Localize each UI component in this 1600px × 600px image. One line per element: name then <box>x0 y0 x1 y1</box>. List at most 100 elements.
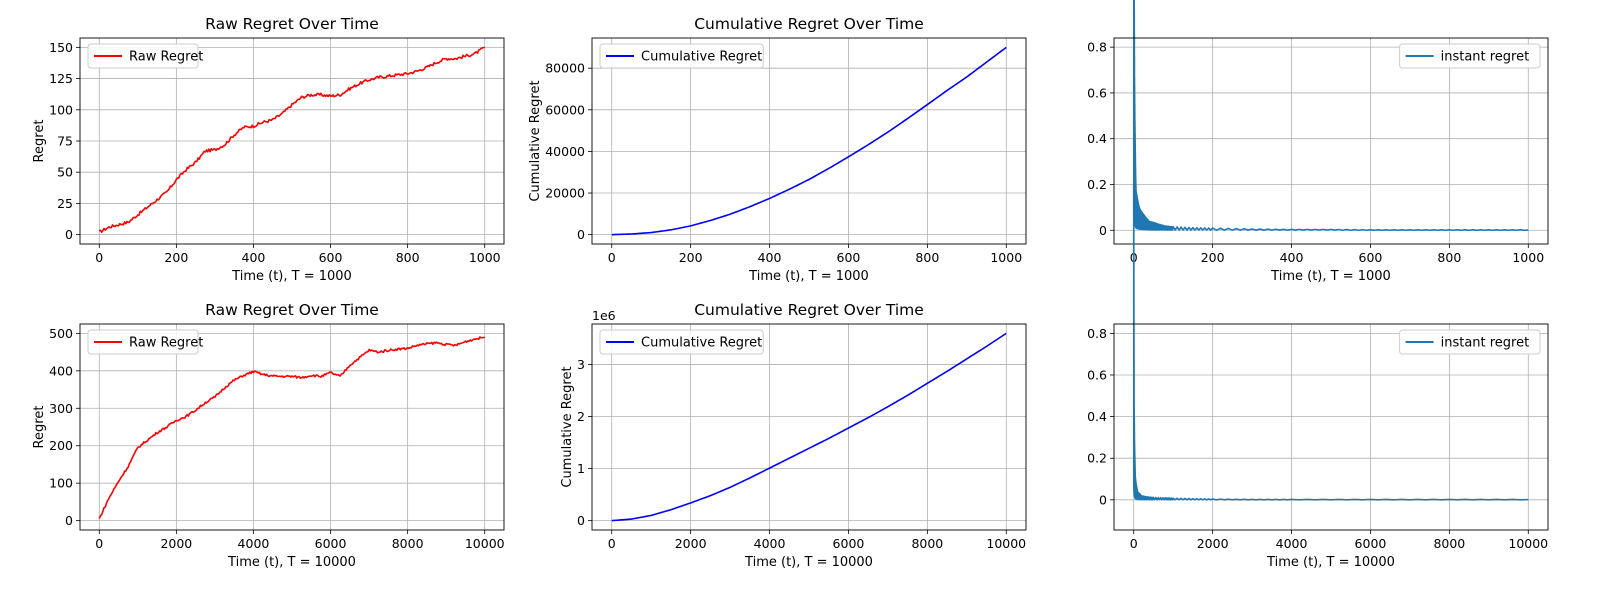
y-tick-label: 20000 <box>545 186 585 201</box>
legend-label: Raw Regret <box>129 336 203 351</box>
x-tick-label: 4000 <box>238 536 270 551</box>
legend-label: Cumulative Regret <box>641 50 762 65</box>
series-line-cumulative-regret <box>611 46 1007 236</box>
x-tick-label: 0 <box>608 536 616 551</box>
y-tick-label: 400 <box>49 363 73 378</box>
x-axis-label: Time (t), T = 10000 <box>227 555 356 570</box>
y-tick-label: 50 <box>57 165 73 180</box>
y-axis-label: Regret <box>32 406 47 449</box>
x-tick-label: 6000 <box>833 536 865 551</box>
x-tick-label: 600 <box>319 250 343 265</box>
x-tick-label: 0 <box>608 250 616 265</box>
x-tick-label: 400 <box>758 250 782 265</box>
x-tick-label: 4000 <box>754 536 786 551</box>
x-tick-label: 10000 <box>1508 536 1548 551</box>
series-line-instant-regret <box>1132 183 1529 501</box>
y-tick-label: 0.4 <box>1087 409 1107 424</box>
subplot-1: 0 200 400 600 800 1000 0 25 50 75 100 125 150 Raw Reg… <box>32 15 505 284</box>
y-tick-label: 0 <box>65 227 73 242</box>
y-tick-label: 200 <box>49 438 73 453</box>
chart-title: Cumulative Regret Over Time <box>694 15 924 33</box>
axes-frame <box>591 37 1027 245</box>
x-tick-label: 800 <box>396 250 420 265</box>
legend-box <box>1399 43 1541 69</box>
x-tick-label: 0 <box>95 250 103 265</box>
legend-box <box>87 329 199 355</box>
y-tick-label: 100 <box>49 102 73 117</box>
series-line-raw-regret <box>98 336 485 519</box>
y-tick-label: 75 <box>57 134 73 149</box>
legend-label: instant regret <box>1441 336 1530 351</box>
y-tick-label: 2 <box>577 409 585 424</box>
x-axis-label: Time (t), T = 1000 <box>1270 269 1391 284</box>
x-tick-label: 200 <box>679 250 703 265</box>
x-tick-label: 0 <box>95 536 103 551</box>
y-tick-label: 0 <box>1099 223 1107 238</box>
series-line-instant-regret <box>1132 0 1529 232</box>
x-tick-label: 800 <box>915 250 939 265</box>
y-tick-label: 150 <box>49 40 73 55</box>
y-tick-label: 125 <box>49 71 73 86</box>
y-tick-label: 0.8 <box>1087 326 1107 341</box>
y-tick-label: 0 <box>65 513 73 528</box>
axes-frame <box>591 323 1027 531</box>
y-tick-label: 60000 <box>545 102 585 117</box>
y-axis-label: Regret <box>32 120 47 163</box>
x-tick-label: 1000 <box>990 250 1022 265</box>
y-tick-label: 40000 <box>545 144 585 159</box>
x-tick-label: 2000 <box>160 536 192 551</box>
legend-box <box>599 43 764 69</box>
x-tick-label: 10000 <box>986 536 1026 551</box>
y-axis-exponent: 1e6 <box>592 308 616 323</box>
x-tick-label: 0 <box>1130 536 1138 551</box>
legend-label: Raw Regret <box>129 50 203 65</box>
x-tick-label: 2000 <box>1197 536 1229 551</box>
series-line-raw-regret <box>98 46 485 233</box>
chart-title: Raw Regret Over Time <box>205 301 379 319</box>
x-tick-label: 8000 <box>392 536 424 551</box>
x-tick-label: 600 <box>837 250 861 265</box>
y-tick-label: 0.6 <box>1087 367 1107 382</box>
x-tick-label: 400 <box>1280 250 1304 265</box>
x-tick-label: 1000 <box>469 250 501 265</box>
x-tick-label: 6000 <box>315 536 347 551</box>
x-tick-label: 800 <box>1437 250 1461 265</box>
x-tick-label: 2000 <box>675 536 707 551</box>
subplot-4: 0 2000 4000 6000 8000 10000 0 100 200 300 400 500 Ra… <box>32 301 505 570</box>
x-tick-label: 1000 <box>1512 250 1544 265</box>
x-tick-label: 600 <box>1359 250 1383 265</box>
y-tick-label: 25 <box>57 196 73 211</box>
y-tick-label: 0.6 <box>1087 85 1107 100</box>
y-tick-label: 0.4 <box>1087 131 1107 146</box>
legend-box <box>599 329 764 355</box>
x-axis-label: Time (t), T = 1000 <box>748 269 869 284</box>
x-axis-label: Time (t), T = 10000 <box>1266 555 1395 570</box>
legend-box <box>87 43 199 69</box>
y-tick-label: 0 <box>577 513 585 528</box>
axes-frame <box>1113 37 1549 245</box>
x-tick-label: 10000 <box>465 536 505 551</box>
y-axis-label: Cumulative Regret <box>560 366 575 487</box>
x-axis-label: Time (t), T = 1000 <box>231 269 352 284</box>
x-tick-label: 400 <box>242 250 266 265</box>
y-tick-label: 80000 <box>545 61 585 76</box>
legend-label: instant regret <box>1441 50 1530 65</box>
chart-title: Raw Regret Over Time <box>205 15 379 33</box>
x-tick-label: 200 <box>1201 250 1225 265</box>
y-tick-label: 0.8 <box>1087 40 1107 55</box>
y-axis-label: Cumulative Regret <box>528 80 543 201</box>
series-line-cumulative-regret <box>611 332 1007 522</box>
x-tick-label: 4000 <box>1276 536 1308 551</box>
x-tick-label: 8000 <box>911 536 943 551</box>
y-tick-label: 0 <box>1099 492 1107 507</box>
axes-frame <box>79 323 505 531</box>
x-tick-label: 6000 <box>1355 536 1387 551</box>
y-tick-label: 0.2 <box>1087 451 1107 466</box>
legend-label: Cumulative Regret <box>641 336 762 351</box>
x-axis-label: Time (t), T = 10000 <box>744 555 873 570</box>
y-tick-label: 1 <box>577 461 585 476</box>
y-tick-label: 300 <box>49 401 73 416</box>
